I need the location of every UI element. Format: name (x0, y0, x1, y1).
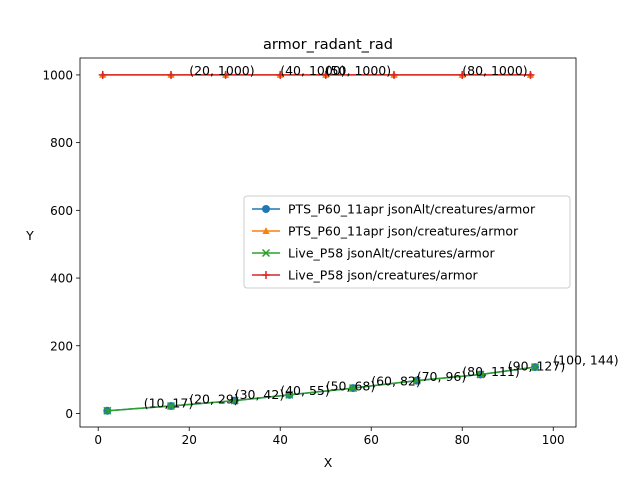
data-point-3-6 (412, 376, 421, 385)
annotation-label: (90, 127) (508, 358, 565, 373)
series-4 (98, 70, 535, 79)
legend-marker (262, 205, 270, 213)
series-line-3 (107, 366, 536, 412)
legend-label: Live_P58 json/creatures/armor (288, 268, 479, 283)
data-point-3-8 (531, 363, 540, 372)
series-3 (103, 363, 540, 415)
legend: PTS_P60_11apr jsonAlt/creatures/armor PTS… (243, 195, 571, 289)
legend-label: PTS_P60_11apr json/creatures/armor (288, 224, 519, 239)
y-tick-label: 800 (50, 136, 73, 150)
data-point-3-4 (285, 390, 294, 399)
plot-area: (20, 1000) (40, 1000)(50, 1000) (80, 1000)… (98, 63, 619, 415)
data-point-4-8 (526, 70, 535, 79)
data-point-4-4 (276, 70, 285, 79)
annotation-label: (80, 111) (462, 364, 519, 379)
legend-marker (262, 271, 270, 279)
x-axis-label: X (324, 455, 333, 470)
annotation-label: (20, 1000) (189, 63, 254, 78)
x-tick-label: 60 (364, 433, 379, 447)
annotation-label: (60, 82) (371, 374, 421, 389)
data-point-4-1 (98, 70, 107, 79)
annotation-label: (40, 1000) (280, 63, 345, 78)
x-tick-label: 80 (455, 433, 470, 447)
legend-marker (261, 248, 271, 258)
annotation-label: (40, 55) (280, 383, 330, 398)
x-tick-label: 20 (182, 433, 197, 447)
legend-item-2: PTS_P60_11apr json/creatures/armor (252, 224, 519, 239)
data-point-3-5 (348, 384, 358, 393)
legend-marker (262, 227, 270, 234)
annotation-label: (80, 1000) (462, 63, 527, 78)
y-tick-label: 200 (50, 339, 73, 353)
legend-item-1: PTS_P60_11apr jsonAlt/creatures/armor (252, 202, 536, 217)
x-tick-label: 100 (542, 433, 565, 447)
x-tick-label: 40 (273, 433, 288, 447)
annotation-label: (50, 1000) (326, 63, 391, 78)
data-point-3-3 (230, 396, 239, 405)
annotation-label: (50, 68) (326, 378, 376, 393)
annotation-label: (10, 17) (144, 396, 194, 411)
data-point-3-2 (166, 401, 176, 411)
y-tick-label: 0 (65, 407, 73, 421)
annotation-label: (30, 42) (235, 387, 285, 402)
legend-label: PTS_P60_11apr jsonAlt/creatures/armor (288, 202, 536, 217)
data-point-3-1 (103, 406, 112, 415)
y-tick-label: 600 (50, 204, 73, 218)
axes-frame (79, 57, 577, 428)
data-point-4-3 (221, 70, 230, 79)
annotation-label: (100, 144) (553, 353, 618, 368)
data-point-4-6 (389, 70, 398, 79)
legend-item-3: Live_P58 jsonAlt/creatures/armor (252, 246, 495, 261)
legend-label: Live_P58 jsonAlt/creatures/armor (288, 246, 495, 261)
data-point-3-7 (476, 370, 485, 379)
legend-item-4: Live_P58 json/creatures/armor (252, 268, 479, 283)
y-tick-label: 1000 (42, 68, 73, 82)
annotation-label: (20, 29) (189, 392, 239, 407)
data-point-4-2 (167, 70, 176, 79)
annotations: (20, 1000) (40, 1000)(50, 1000) (80, 1000)… (144, 63, 619, 411)
y-tick-label: 400 (50, 272, 73, 286)
annotation-label: (70, 96) (417, 369, 467, 384)
legend-box (243, 195, 571, 289)
data-point-4-7 (458, 70, 467, 79)
chart-title: armor_radant_rad (263, 37, 393, 53)
y-axis-label: Y (25, 228, 34, 243)
x-tick-label: 0 (94, 433, 102, 447)
data-point-4-5 (321, 70, 330, 79)
